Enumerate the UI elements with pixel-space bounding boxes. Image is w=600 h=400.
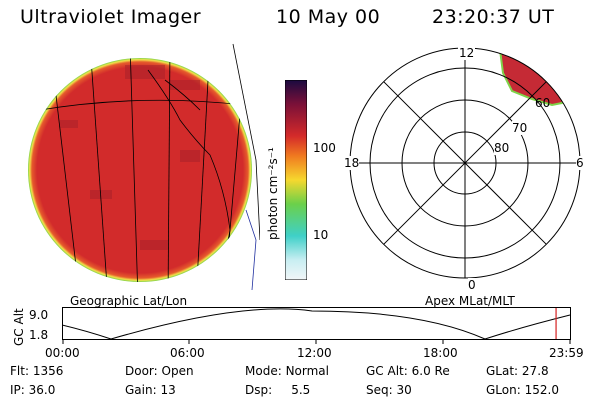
info-gain: Gain: 13 [125,383,176,397]
colorbar-tick-10: 10 [313,228,329,242]
altitude-plot [62,307,571,344]
mlat-label-60: 60 [535,96,551,110]
mlt-label-18: 18 [344,156,360,170]
info-glon: GLon: 152.0 [486,383,559,397]
altitude-ylabel: GC Alt [12,308,26,346]
app-title: Ultraviolet Imager [20,6,202,28]
colorbar-tick-100: 100 [313,141,336,155]
info-ip: IP: 36.0 [10,383,56,397]
colorbar [285,80,307,280]
info-gc-alt: GC Alt: 6.0 Re [366,364,450,378]
info-seq: Seq: 30 [366,383,412,397]
mlat-label-80: 80 [494,141,510,155]
altitude-ytick-high: 9.0 [29,308,49,322]
altitude-xtick-1200: 12:00 [297,346,332,360]
altitude-ytick-low: 1.8 [29,328,49,342]
mlt-label-6: 6 [576,156,584,170]
time-label: 23:20:37 UT [432,6,555,28]
altitude-curve [62,308,571,340]
mlt-label-12: 12 [458,46,476,60]
info-mode: Mode: Normal [245,364,329,378]
altitude-xtick-2359: 23:59 [549,346,584,360]
colorbar-unit-label: photon cm⁻²s⁻¹ [266,147,280,240]
info-door: Door: Open [125,364,194,378]
altitude-xtick-0000: 00:00 [45,346,80,360]
altitude-xtick-1800: 18:00 [423,346,458,360]
globe-caption: Geographic Lat/Lon [70,294,188,308]
polar-plot [349,47,581,279]
mlt-label-0: 0 [468,278,476,292]
globe-image [28,43,260,291]
date-label: 10 May 00 [276,6,381,28]
mlat-label-70: 70 [512,121,528,135]
earth-disk [28,58,252,282]
info-glat: GLat: 27.8 [486,364,549,378]
info-dsp: Dsp: 5.5 [245,383,311,397]
info-flight: Flt: 1356 [10,364,64,378]
polar-grid [349,47,581,279]
altitude-xtick-0600: 06:00 [170,346,205,360]
polar-caption: Apex MLat/MLT [425,294,515,308]
